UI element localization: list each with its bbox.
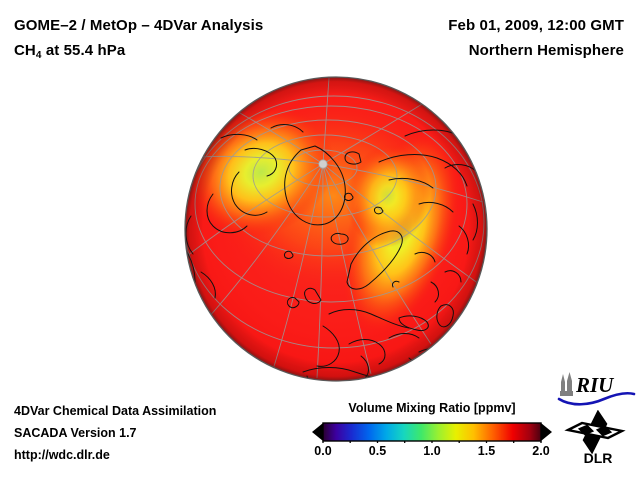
dlr-logo-svg: DLR [564, 410, 626, 466]
colorbar-right-arrow [541, 423, 552, 441]
north-pole-marker [318, 159, 328, 169]
riu-logo: RIU [556, 370, 636, 406]
globe-map [183, 76, 491, 386]
project-label: 4DVar Chemical Data Assimilation [14, 404, 217, 418]
riu-logo-svg: RIU [557, 372, 636, 406]
riu-wordmark: RIU [575, 373, 615, 397]
colorbar-tick-4: 2.0 [532, 444, 550, 458]
colorbar-tick-0: 0.0 [314, 444, 332, 458]
colorbar-tick-1: 0.5 [368, 444, 387, 458]
colorbar-tick-labels: 0.0 0.5 1.0 1.5 2.0 [312, 444, 552, 462]
header-left: GOME–2 / MetOp – 4DVar Analysis CH4 at 5… [14, 13, 344, 65]
header-right: Feb 01, 2009, 12:00 GMT Northern Hemisph… [324, 13, 624, 63]
cathedral-icon [560, 372, 573, 396]
globe-outline [184, 76, 488, 382]
species-subscript: 4 [35, 50, 42, 61]
riu-wave [557, 391, 636, 406]
species-pressure-label: CH4 at 55.4 hPa [14, 38, 344, 65]
timestamp-label: Feb 01, 2009, 12:00 GMT [448, 17, 624, 34]
colorbar-title: Volume Mixing Ratio [ppmv] [348, 401, 516, 415]
colorbar: Volume Mixing Ratio [ppmv] [312, 400, 552, 462]
globe-content [185, 77, 487, 381]
colorbar-bar [312, 421, 552, 443]
dlr-wordmark: DLR [584, 450, 613, 466]
colorbar-gradient [323, 423, 541, 441]
pressure-suffix: at 55.4 hPa [41, 42, 126, 59]
colorbar-tick-2: 1.0 [423, 444, 441, 458]
colorbar-tick-3: 1.5 [477, 444, 496, 458]
orthographic-globe-svg [184, 76, 488, 382]
page-title: GOME–2 / MetOp – 4DVar Analysis [14, 17, 264, 34]
footer-info: 4DVar Chemical Data Assimilation SACADA … [14, 400, 314, 466]
globe-limb-shading [185, 77, 487, 381]
dlr-logo: DLR [562, 410, 634, 466]
species-prefix: CH [14, 42, 36, 59]
dlr-star-icon [564, 410, 626, 455]
colorbar-left-arrow [312, 423, 323, 441]
region-label: Northern Hemisphere [468, 42, 624, 59]
colorbar-ticks [322, 441, 542, 443]
version-label: SACADA Version 1.7 [14, 426, 137, 440]
website-link[interactable]: http://wdc.dlr.de [14, 448, 110, 462]
colorbar-svg [312, 422, 552, 443]
